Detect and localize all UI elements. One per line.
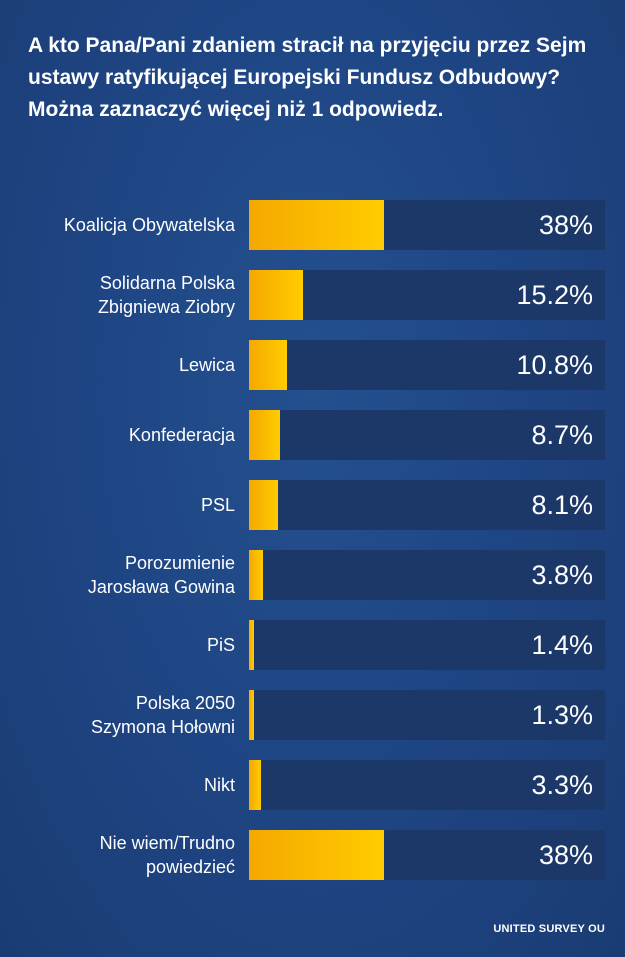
bar-row: Koalicja Obywatelska 38%: [0, 200, 625, 250]
category-label: Nie wiem/Trudno powiedzieć: [5, 830, 235, 880]
data-label: 3.3%: [531, 769, 593, 800]
bar: [249, 480, 278, 530]
bar: [249, 760, 261, 810]
bar-row: Konfederacja 8.7%: [0, 410, 625, 460]
data-label: 15.2%: [516, 279, 593, 310]
category-label: Konfederacja: [5, 410, 235, 460]
bar-track: 3.8%: [249, 550, 605, 600]
category-label: Solidarna Polska Zbigniewa Ziobry: [5, 270, 235, 320]
bar-row: PSL 8.1%: [0, 480, 625, 530]
category-label-line: Szymona Hołowni: [90, 717, 235, 737]
category-label: Polska 2050 Szymona Hołowni: [5, 690, 235, 740]
bar-row: Nikt 3.3%: [0, 760, 625, 810]
bar: [249, 550, 263, 600]
category-label-line: powiedzieć: [145, 857, 235, 877]
bar-row: Lewica 10.8%: [0, 340, 625, 390]
data-label: 3.8%: [531, 559, 593, 590]
category-label-line: Nie wiem/Trudno: [99, 833, 235, 853]
bar: [249, 410, 280, 460]
category-label: PSL: [5, 480, 235, 530]
category-label: Lewica: [5, 340, 235, 390]
category-label-line: Lewica: [178, 355, 235, 375]
bar-track: 8.1%: [249, 480, 605, 530]
bar: [249, 340, 288, 390]
category-label-line: Koalicja Obywatelska: [63, 215, 235, 235]
chart-title: A kto Pana/Pani zdaniem stracił na przyj…: [28, 34, 587, 121]
bar-track: 10.8%: [249, 340, 605, 390]
data-label: 8.1%: [531, 489, 593, 520]
bar-row: Nie wiem/Trudno powiedzieć 38%: [0, 830, 625, 880]
category-label-line: Porozumienie: [124, 553, 235, 573]
bar: [249, 690, 254, 740]
data-label: 10.8%: [516, 349, 593, 380]
bar: [249, 200, 385, 250]
category-label-line: Jarosława Gowina: [87, 577, 235, 597]
bar-track: 38%: [249, 200, 605, 250]
data-label: 1.4%: [531, 629, 593, 660]
category-label-line: PiS: [206, 635, 235, 655]
data-label: 38%: [538, 839, 593, 870]
category-label: Porozumienie Jarosława Gowina: [5, 550, 235, 600]
bar-track: 8.7%: [249, 410, 605, 460]
category-label: Nikt: [5, 760, 235, 810]
category-label-line: PSL: [200, 495, 235, 515]
bar: [249, 270, 304, 320]
bar: [249, 620, 254, 670]
bar: [249, 830, 385, 880]
category-label-line: Konfederacja: [128, 425, 235, 445]
bar-row: PiS 1.4%: [0, 620, 625, 670]
bar-track: 38%: [249, 830, 605, 880]
category-label-line: Zbigniewa Ziobry: [97, 297, 235, 317]
bar-track: 3.3%: [249, 760, 605, 810]
category-label-line: Polska 2050: [135, 693, 235, 713]
source-credit: UNITED SURVEY OU: [493, 923, 605, 935]
category-label-line: Solidarna Polska: [99, 273, 235, 293]
category-label: Koalicja Obywatelska: [5, 200, 235, 250]
data-label: 1.3%: [531, 699, 593, 730]
bar-row: Porozumienie Jarosława Gowina 3.8%: [0, 550, 625, 600]
category-label: PiS: [5, 620, 235, 670]
bar-row: Solidarna Polska Zbigniewa Ziobry 15.2%: [0, 270, 625, 320]
bar-track: 1.4%: [249, 620, 605, 670]
data-label: 8.7%: [531, 419, 593, 450]
category-label-line: Nikt: [204, 775, 235, 795]
data-label: 38%: [538, 209, 593, 240]
bar-track: 1.3%: [249, 690, 605, 740]
bar-track: 15.2%: [249, 270, 605, 320]
bar-row: Polska 2050 Szymona Hołowni 1.3%: [0, 690, 625, 740]
